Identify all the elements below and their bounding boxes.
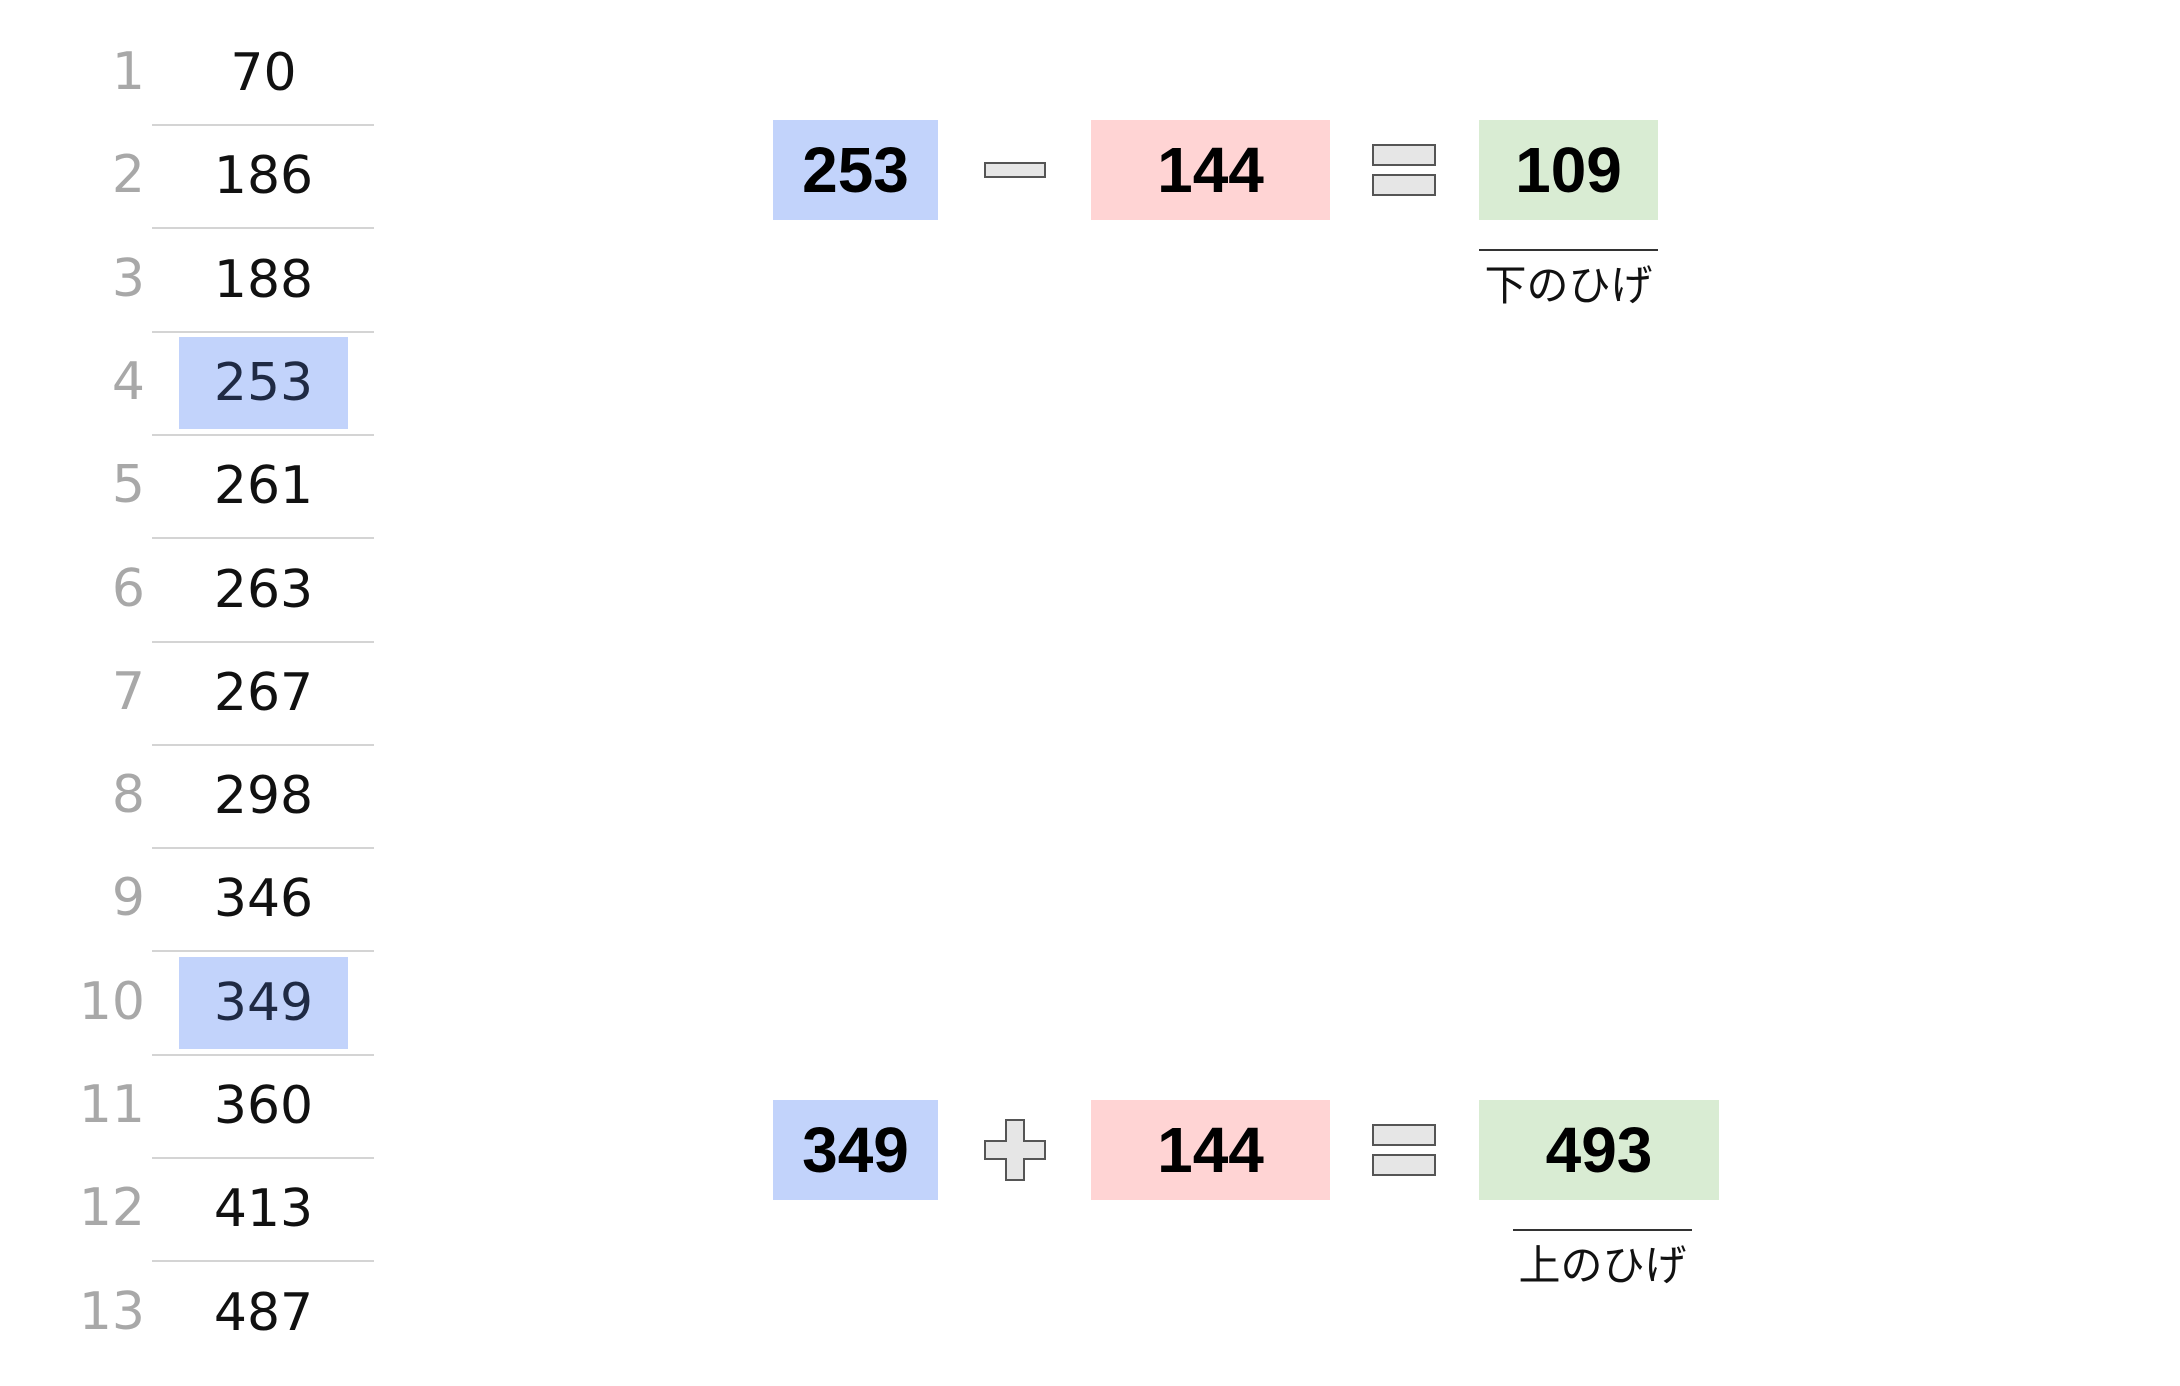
list-item: 8 298 [0, 744, 400, 850]
list-item: 2 186 [0, 124, 400, 230]
lower-result: 109 [1479, 120, 1658, 220]
row-value: 263 [213, 559, 314, 620]
row-divider [152, 433, 374, 436]
row-value: 267 [213, 662, 314, 723]
row-index: 9 [111, 868, 145, 929]
list-item: 12 413 [0, 1157, 400, 1263]
upper-whisker-equation: 349 144 493 上のひげ [0, 1100, 2180, 1320]
upper-operand-b: 144 [1091, 1100, 1330, 1200]
equals-icon [1372, 144, 1436, 196]
row-divider [152, 1157, 374, 1159]
row-index: 10 [78, 971, 145, 1032]
row-value: 349 [179, 956, 348, 1049]
plus-icon [984, 1119, 1046, 1181]
upper-whisker-caption: 上のひげ [1518, 1241, 1687, 1290]
row-value: 298 [213, 766, 314, 827]
lower-operand-b: 144 [1091, 120, 1330, 220]
row-index: 6 [111, 558, 145, 619]
row-index: 7 [111, 661, 145, 722]
row-index: 3 [111, 248, 145, 309]
upper-operand-a: 349 [773, 1100, 938, 1200]
row-value: 261 [213, 456, 314, 517]
row-divider [152, 330, 374, 333]
row-index: 13 [78, 1281, 145, 1342]
list-item: 13 487 [0, 1261, 400, 1364]
lower-operand-a: 253 [773, 120, 938, 220]
upper-result: 493 [1479, 1100, 1719, 1200]
row-value: 487 [213, 1282, 314, 1343]
lower-whisker-equation: 253 144 109 下のひげ [0, 120, 2180, 340]
row-value: 70 [230, 43, 297, 103]
row-value: 253 [179, 336, 348, 429]
row-index: 1 [111, 42, 145, 102]
minus-icon [984, 162, 1046, 178]
row-value: 360 [213, 1076, 314, 1136]
list-item: 9 346 [0, 847, 400, 953]
list-item: 10 349 [0, 951, 400, 1056]
row-index: 11 [78, 1075, 145, 1135]
row-divider [152, 847, 374, 850]
row-index: 12 [78, 1178, 145, 1239]
row-divider [152, 227, 374, 230]
list-item: 7 267 [0, 641, 400, 746]
row-divider [152, 1260, 374, 1263]
data-list: 1 70 2 186 3 188 4 253 5 261 6 263 7 267… [0, 0, 400, 1386]
row-divider [152, 640, 374, 643]
row-index: 8 [111, 765, 145, 826]
row-value: 413 [213, 1179, 314, 1240]
list-item: 4 253 [0, 331, 400, 436]
row-index: 4 [111, 351, 145, 412]
lower-caption-underline [1479, 249, 1658, 251]
row-divider [152, 124, 374, 126]
row-value: 346 [213, 869, 314, 930]
row-value: 186 [213, 146, 314, 207]
list-item: 6 263 [0, 538, 400, 643]
upper-caption-underline [1513, 1229, 1692, 1231]
list-item: 3 188 [0, 228, 400, 333]
row-index: 2 [111, 145, 145, 206]
row-divider [152, 537, 374, 540]
row-divider [152, 950, 374, 953]
row-divider [152, 743, 374, 746]
list-item: 11 360 [0, 1054, 400, 1159]
equals-icon [1372, 1124, 1436, 1176]
row-index: 5 [111, 455, 145, 516]
list-item: 5 261 [0, 434, 400, 540]
list-item: 1 70 [0, 21, 400, 126]
row-value: 188 [213, 249, 314, 310]
lower-whisker-caption: 下のひげ [1484, 261, 1653, 310]
row-divider [152, 1053, 374, 1056]
